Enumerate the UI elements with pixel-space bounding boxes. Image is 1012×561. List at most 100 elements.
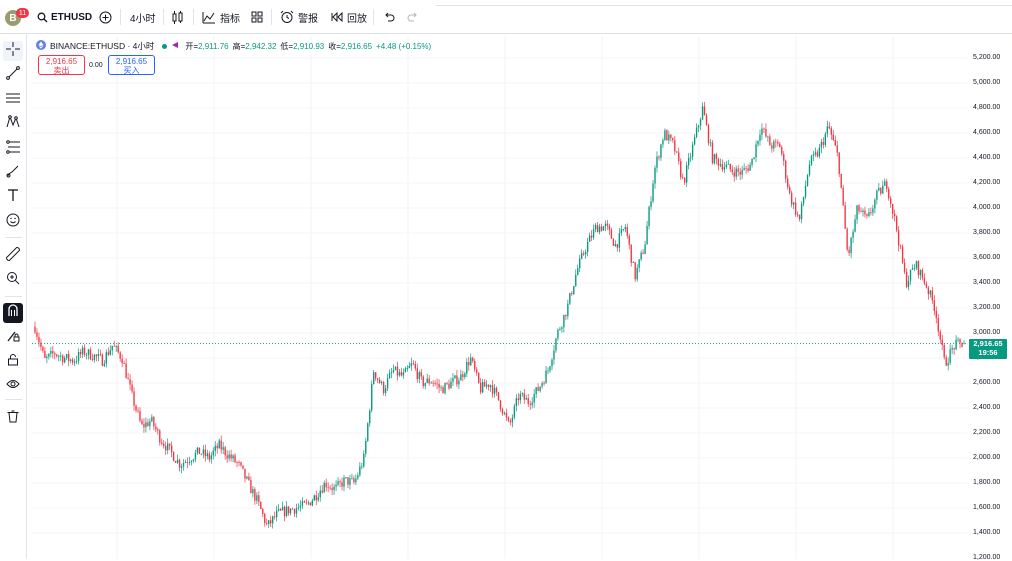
candle (137, 407, 139, 414)
text-tool[interactable] (3, 188, 23, 208)
candle (822, 137, 825, 149)
candle (392, 364, 395, 374)
candle (107, 347, 109, 357)
candle (101, 353, 104, 367)
candle (109, 345, 111, 356)
candle-body (119, 352, 121, 359)
trend-line-tool[interactable] (3, 65, 23, 85)
candle-body (618, 233, 621, 248)
magnet-tool[interactable] (3, 303, 23, 323)
remove-drawings-tool[interactable] (3, 409, 23, 429)
candle-body (628, 235, 630, 245)
candle (493, 384, 496, 398)
candle-body (440, 387, 442, 389)
redo-button[interactable] (407, 0, 419, 34)
indicators-icon (202, 11, 216, 24)
candle (190, 460, 193, 466)
horizontal-lines-tool[interactable] (3, 90, 23, 110)
candle-body (460, 374, 462, 381)
hide-drawings-tool[interactable] (3, 375, 23, 395)
indicators-button[interactable]: 指标 (202, 0, 240, 34)
candle-body (220, 440, 222, 450)
candle (743, 163, 745, 171)
candle (767, 135, 769, 143)
candle-body (388, 373, 391, 379)
candle-body (208, 453, 210, 460)
price-axis[interactable]: 5,200.00 5,000.00 4,800.00 4,600.00 4,400.00… (967, 36, 1012, 561)
buy-button[interactable]: 2,916.65 买入 (108, 55, 155, 75)
lock-drawings-tool[interactable] (3, 328, 23, 348)
layout-button[interactable] (251, 0, 263, 34)
candle (474, 358, 476, 373)
emoji-tool[interactable] (3, 212, 23, 232)
price-chart[interactable] (32, 36, 967, 559)
candle (456, 369, 458, 388)
candle (590, 230, 593, 242)
compare-symbol-button[interactable] (99, 0, 112, 34)
candle-body (341, 482, 343, 487)
candle (868, 208, 870, 218)
replay-button[interactable]: 回放 (331, 0, 367, 34)
zoom-in-tool[interactable] (3, 270, 23, 290)
candle-body (226, 455, 228, 459)
candle-body (493, 387, 496, 394)
candle-body (224, 447, 226, 456)
candle (373, 370, 375, 385)
symbol-search-button[interactable]: ETHUSD (37, 0, 92, 34)
candle (135, 404, 137, 413)
fib-retracement-tool[interactable] (3, 139, 23, 159)
candle-body (866, 214, 868, 216)
toolbar-divider (271, 9, 272, 25)
candle-body (513, 406, 516, 418)
ruler-tool[interactable] (3, 245, 23, 266)
candle-body (345, 477, 347, 478)
candle-body (759, 134, 761, 141)
candle (866, 213, 868, 219)
candle-body (834, 139, 836, 146)
candle (365, 437, 367, 458)
candle-body (424, 382, 426, 387)
sell-button[interactable]: 2,916.65 卖出 (38, 55, 85, 75)
candle (549, 365, 551, 373)
candle-body (521, 393, 523, 395)
chart-type-button[interactable] (172, 0, 184, 34)
candle (858, 204, 860, 215)
candle (347, 477, 349, 489)
candle-body (707, 124, 710, 144)
candle (42, 345, 44, 353)
candle (184, 459, 187, 464)
lock-all-tool[interactable] (3, 352, 23, 372)
candle (781, 145, 783, 157)
toolbar-divider (5, 237, 22, 238)
candle (277, 504, 280, 512)
candle (737, 164, 739, 177)
legend-settings-icon[interactable] (171, 41, 179, 51)
candle (707, 123, 710, 146)
candle (345, 476, 347, 479)
candle (301, 497, 304, 510)
candle-body (135, 405, 137, 411)
candle-body (765, 128, 767, 137)
candle (872, 204, 874, 217)
candle-body (109, 350, 111, 355)
candle-body (826, 126, 829, 134)
candle (711, 140, 714, 165)
alert-button[interactable]: 警报 (280, 0, 318, 34)
candle-body (436, 383, 438, 385)
crosshair-tool[interactable] (3, 41, 23, 61)
candle (123, 360, 125, 365)
undo-button[interactable] (383, 0, 395, 34)
price-axis-label: 2,200.00 (973, 429, 1001, 436)
interval-button[interactable]: 4小时 (130, 13, 156, 25)
candle (921, 268, 924, 281)
brush-tool[interactable] (3, 163, 23, 183)
candle (949, 344, 951, 365)
legend-symbol[interactable]: BINANCE:ETHUSD · 4小时 (50, 41, 155, 51)
candle (678, 147, 680, 165)
candle (806, 173, 809, 187)
candle-body (369, 410, 371, 424)
candle (151, 414, 153, 423)
pattern-tool[interactable] (3, 114, 23, 134)
candle (327, 482, 329, 493)
candle (119, 351, 121, 362)
